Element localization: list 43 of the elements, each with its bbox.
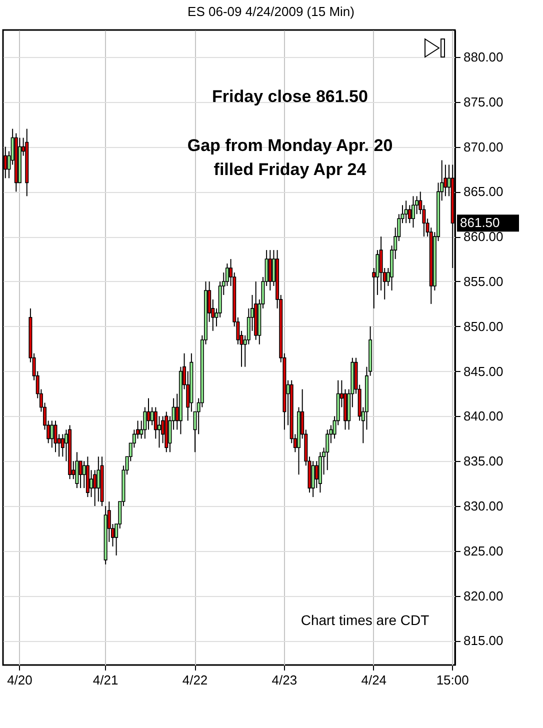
y-tick-label: 875.00 (464, 94, 504, 110)
x-tick-label: 4/22 (182, 672, 208, 688)
annotation: Friday close 861.50 (212, 87, 368, 106)
candlestick (78, 460, 82, 489)
x-tick-label: 15:00 (436, 672, 469, 688)
y-tick-label: 870.00 (464, 139, 504, 154)
candlestick (150, 406, 154, 426)
candlestick (444, 164, 448, 197)
y-tick-label: 840.00 (464, 408, 504, 424)
candlestick (146, 398, 150, 430)
chart-title: ES 06-09 4/24/2009 (15 Min) (188, 4, 354, 19)
y-tick-label: 880.00 (464, 49, 504, 64)
annotation: Gap from Monday Apr. 20 filled Friday Apr 24 (187, 136, 393, 179)
y-tick-label: 860.00 (464, 229, 504, 244)
x-tick-label: 4/20 (7, 672, 32, 688)
x-tick-label: 4/21 (92, 672, 118, 688)
y-tick-label: 830.00 (464, 498, 504, 514)
candlestick (50, 420, 54, 448)
candlestick (311, 460, 315, 498)
text: 861.50 (460, 215, 500, 230)
x-tick-label: 4/23 (272, 672, 298, 688)
y-tick-label: 865.00 (464, 184, 504, 200)
candlestick (82, 460, 86, 489)
candlestick (411, 196, 415, 228)
candlestick (96, 456, 100, 502)
candlestick (158, 416, 161, 448)
y-tick-label: 855.00 (464, 274, 504, 289)
y-tick-label: 850.00 (464, 318, 504, 334)
candlestick (408, 204, 412, 224)
candlestick (404, 200, 408, 224)
y-tick-label: 845.00 (464, 364, 504, 379)
candlestick (93, 470, 97, 507)
candlestick (60, 434, 64, 458)
candlestick (75, 452, 79, 489)
y-tick-label: 815.00 (464, 633, 504, 648)
y-tick-label: 820.00 (464, 588, 504, 604)
candlestick (268, 250, 272, 291)
candlestick (326, 429, 330, 471)
candlestick (161, 416, 165, 444)
y-tick-label: 825.00 (464, 543, 504, 558)
y-tick-label: 835.00 (464, 454, 504, 469)
x-tick-label: 4/24 (361, 672, 387, 688)
annotation: Chart times are CDT (300, 612, 430, 628)
